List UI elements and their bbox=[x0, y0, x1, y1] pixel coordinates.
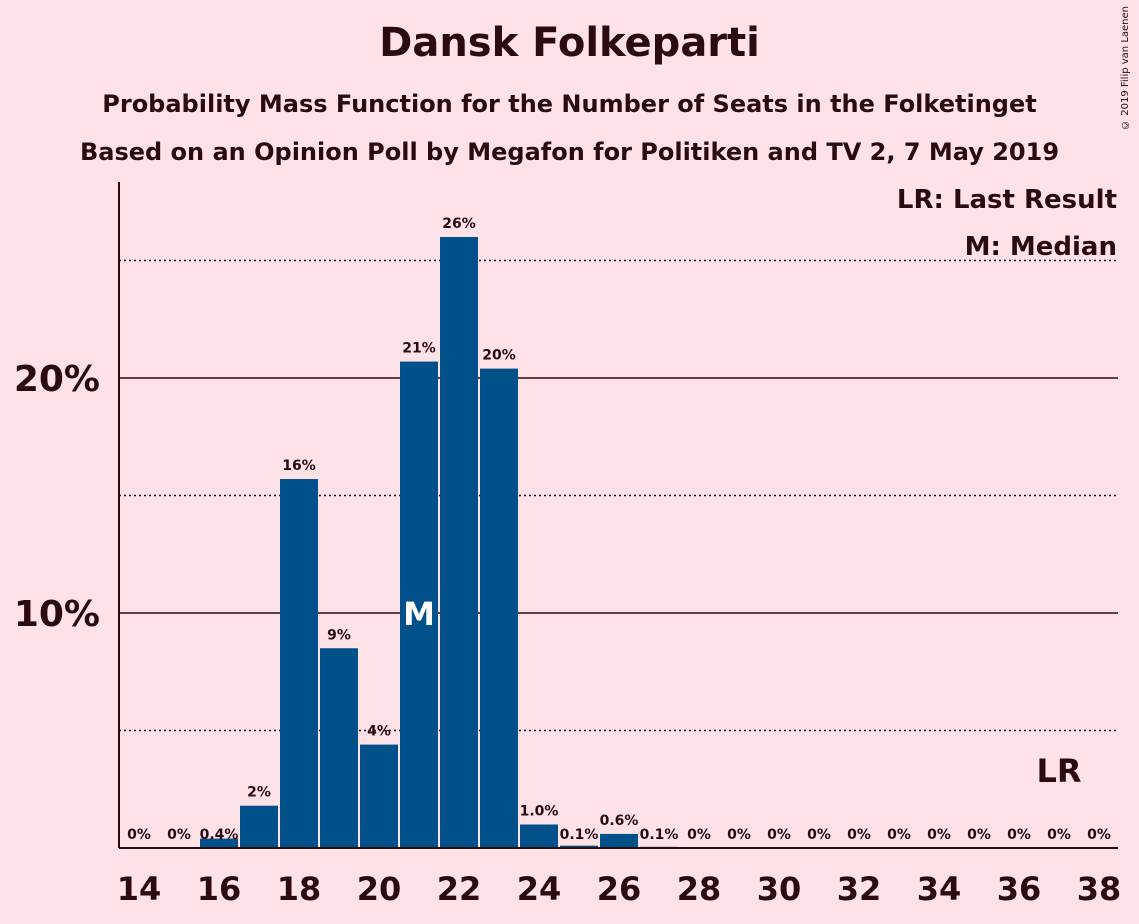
bar-value-label: 0% bbox=[1007, 827, 1031, 843]
bar-value-label: 16% bbox=[282, 458, 316, 474]
x-tick-label: 14 bbox=[117, 870, 162, 908]
x-tick-label: 18 bbox=[277, 870, 322, 908]
bar-seat-19 bbox=[320, 648, 358, 848]
bar-value-label: 26% bbox=[442, 216, 476, 232]
chart-subtitle: Probability Mass Function for the Number… bbox=[102, 90, 1037, 118]
bar-value-label: 0.4% bbox=[200, 827, 239, 843]
bar-seat-20 bbox=[360, 744, 398, 848]
y-tick-label: 20% bbox=[14, 359, 100, 400]
x-tick-label: 34 bbox=[917, 870, 962, 908]
legend-last-result: LR: Last Result bbox=[896, 185, 1117, 215]
x-tick-label: 26 bbox=[597, 870, 642, 908]
bar-value-label: 0% bbox=[127, 827, 151, 843]
chart-title: Dansk Folkeparti bbox=[379, 20, 760, 66]
x-tick-label: 36 bbox=[997, 870, 1042, 908]
x-tick-label: 38 bbox=[1077, 870, 1122, 908]
bar-value-label: 21% bbox=[402, 341, 436, 357]
bar-value-label: 0% bbox=[807, 827, 831, 843]
bar-seat-17 bbox=[240, 805, 278, 848]
bar-value-label: 0% bbox=[967, 827, 991, 843]
bar-value-label: 0% bbox=[767, 827, 791, 843]
bar-value-label: 0.1% bbox=[640, 827, 679, 843]
bar-seat-18 bbox=[280, 479, 318, 848]
bar-value-label: 0% bbox=[1047, 827, 1071, 843]
x-tick-label: 28 bbox=[677, 870, 722, 908]
bar-seat-24 bbox=[520, 824, 558, 848]
x-tick-label: 24 bbox=[517, 870, 562, 908]
bar-value-label: 0% bbox=[687, 827, 711, 843]
bar-value-label: 9% bbox=[327, 627, 351, 643]
bar-value-label: 1.0% bbox=[520, 804, 559, 820]
bar-value-label: 0% bbox=[1087, 827, 1111, 843]
bar-value-label: 4% bbox=[367, 724, 391, 740]
bar-value-label: 0% bbox=[727, 827, 751, 843]
bar-seat-16 bbox=[200, 838, 238, 848]
y-tick-label: 10% bbox=[14, 594, 100, 635]
last-result-marker: LR bbox=[1036, 752, 1081, 790]
x-tick-label: 22 bbox=[437, 870, 482, 908]
bar-value-label: 20% bbox=[482, 348, 516, 364]
bar-value-label: 0.1% bbox=[560, 827, 599, 843]
chart-source: Based on an Opinion Poll by Megafon for … bbox=[79, 138, 1060, 166]
bar-seat-22 bbox=[440, 237, 478, 848]
bar-value-label: 0% bbox=[887, 827, 911, 843]
x-tick-label: 32 bbox=[837, 870, 882, 908]
bar-value-label: 2% bbox=[247, 785, 271, 801]
legend-median: M: Median bbox=[964, 232, 1117, 262]
bar-value-label: 0.6% bbox=[600, 813, 639, 829]
bar-value-label: 0% bbox=[847, 827, 871, 843]
x-tick-label: 20 bbox=[357, 870, 402, 908]
bar-value-label: 0% bbox=[167, 827, 191, 843]
median-marker: M bbox=[403, 595, 435, 633]
bar-seat-26 bbox=[600, 833, 638, 848]
bar-seat-25 bbox=[560, 845, 598, 848]
x-tick-label: 16 bbox=[197, 870, 242, 908]
bar-seat-21 bbox=[400, 361, 438, 848]
bar-seat-23 bbox=[480, 368, 518, 848]
x-tick-label: 30 bbox=[757, 870, 802, 908]
bar-value-label: 0% bbox=[927, 827, 951, 843]
